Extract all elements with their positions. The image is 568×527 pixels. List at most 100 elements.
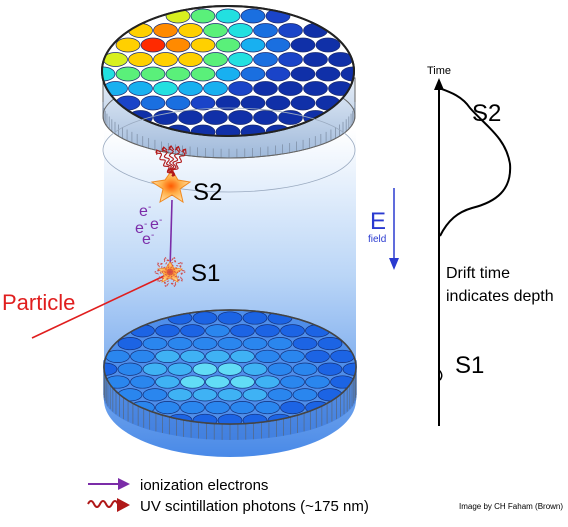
pmt-tube — [230, 401, 255, 415]
pmt-tube — [190, 37, 216, 53]
pmt-tube — [305, 349, 330, 363]
pmt-tube — [265, 95, 291, 111]
pmt-tube — [230, 324, 255, 338]
pmt-tube — [140, 66, 166, 82]
pmt-tube — [253, 23, 278, 38]
pmt-tube — [192, 337, 218, 351]
s2-pulse — [438, 87, 512, 237]
pmt-tube — [280, 401, 305, 415]
pmt-tube — [140, 95, 166, 111]
drift-time-line2: indicates depth — [446, 288, 554, 305]
pmt-tube — [230, 375, 255, 389]
pmt-tube — [292, 337, 318, 351]
pmt-tube — [217, 362, 243, 376]
pmt-tube — [192, 311, 218, 325]
pmt-waveform: Time S2 S1 Drift time indicates depth — [427, 65, 554, 426]
pmt-tube — [217, 337, 243, 351]
pmt-tube — [267, 337, 293, 351]
pmt-tube — [165, 66, 191, 82]
pmt-tube — [267, 362, 293, 376]
pmt-tube — [255, 349, 280, 363]
pmt-tube — [130, 349, 155, 363]
pmt-tube — [165, 37, 191, 53]
pmt-tube — [215, 95, 241, 111]
pmt-tube — [167, 388, 193, 402]
pmt-tube — [128, 23, 153, 38]
pmt-tube — [230, 349, 255, 363]
s1-pulse — [438, 369, 443, 381]
s1-flash — [154, 256, 186, 288]
pmt-tube — [203, 110, 228, 125]
liquid-surface — [102, 107, 356, 193]
electron-charge: - — [151, 230, 154, 241]
pmt-tube — [153, 81, 178, 96]
pmt-tube — [155, 324, 180, 338]
pmt-tube — [215, 37, 241, 53]
pmt-tube — [203, 81, 228, 96]
e-field-letter: E — [370, 208, 386, 235]
pmt-tube — [265, 37, 291, 53]
pmt-tube — [292, 388, 318, 402]
e-field-subscript: field — [368, 234, 386, 245]
pmt-tube — [217, 311, 243, 325]
pmt-tube — [205, 375, 230, 389]
pmt-tube — [278, 52, 303, 67]
pmt-tube — [290, 95, 316, 111]
pmt-tube — [117, 362, 143, 376]
pmt-tube — [228, 81, 253, 96]
pmt-tube — [240, 66, 266, 82]
pmt-tube — [240, 37, 266, 53]
pmt-tube — [180, 324, 205, 338]
pmt-tube — [192, 362, 218, 376]
pmt-tube — [153, 110, 178, 125]
pmt-tube — [192, 388, 218, 402]
pmt-tube — [180, 349, 205, 363]
pmt-tube — [115, 37, 141, 53]
pmt-tube — [317, 362, 343, 376]
pmt-tube — [180, 375, 205, 389]
pmt-tube — [267, 388, 293, 402]
pmt-tube — [155, 375, 180, 389]
pmt-tube — [215, 66, 241, 82]
legend: ionization electrons UV scintillation ph… — [87, 477, 369, 515]
pmt-tube — [317, 337, 343, 351]
particle-label: Particle — [2, 290, 75, 315]
pmt-tube — [280, 324, 305, 338]
pmt-tube — [228, 23, 253, 38]
pmt-tube — [217, 388, 243, 402]
pmt-tube — [315, 66, 341, 82]
pmt-tube — [240, 95, 266, 111]
legend-photons-item: UV scintillation photons (~175 nm) — [87, 498, 369, 515]
electron-label: e — [142, 231, 151, 248]
pmt-tube — [140, 37, 166, 53]
s2-flash — [150, 144, 192, 204]
e-field-indicator: E field — [368, 188, 399, 270]
pmt-tube — [180, 401, 205, 415]
time-axis-label: Time — [427, 65, 451, 77]
pmt-tube — [128, 81, 153, 96]
electron-drift-path — [169, 199, 173, 271]
particle-track — [31, 275, 165, 339]
pmt-tube — [290, 66, 316, 82]
pmt-tube — [265, 66, 291, 82]
pmt-tube — [255, 401, 280, 415]
pmt-tube — [142, 337, 168, 351]
s2-label: S2 — [193, 179, 222, 206]
pmt-tube — [280, 349, 305, 363]
pmt-tube — [117, 337, 143, 351]
pmt-tube — [303, 23, 328, 38]
pmt-tube — [315, 37, 341, 53]
pmt-tube — [242, 388, 268, 402]
pmt-tube — [278, 81, 303, 96]
electron-label: e — [139, 203, 148, 220]
pmt-tube — [167, 337, 193, 351]
pmt-tube — [153, 52, 178, 67]
pmt-tube — [240, 8, 266, 24]
pmt-tube — [242, 362, 268, 376]
pmt-tube — [153, 23, 178, 38]
pmt-tube — [242, 311, 268, 325]
pmt-tube — [292, 362, 318, 376]
pmt-tube — [205, 401, 230, 415]
drift-time-line1: Drift time — [446, 265, 510, 282]
